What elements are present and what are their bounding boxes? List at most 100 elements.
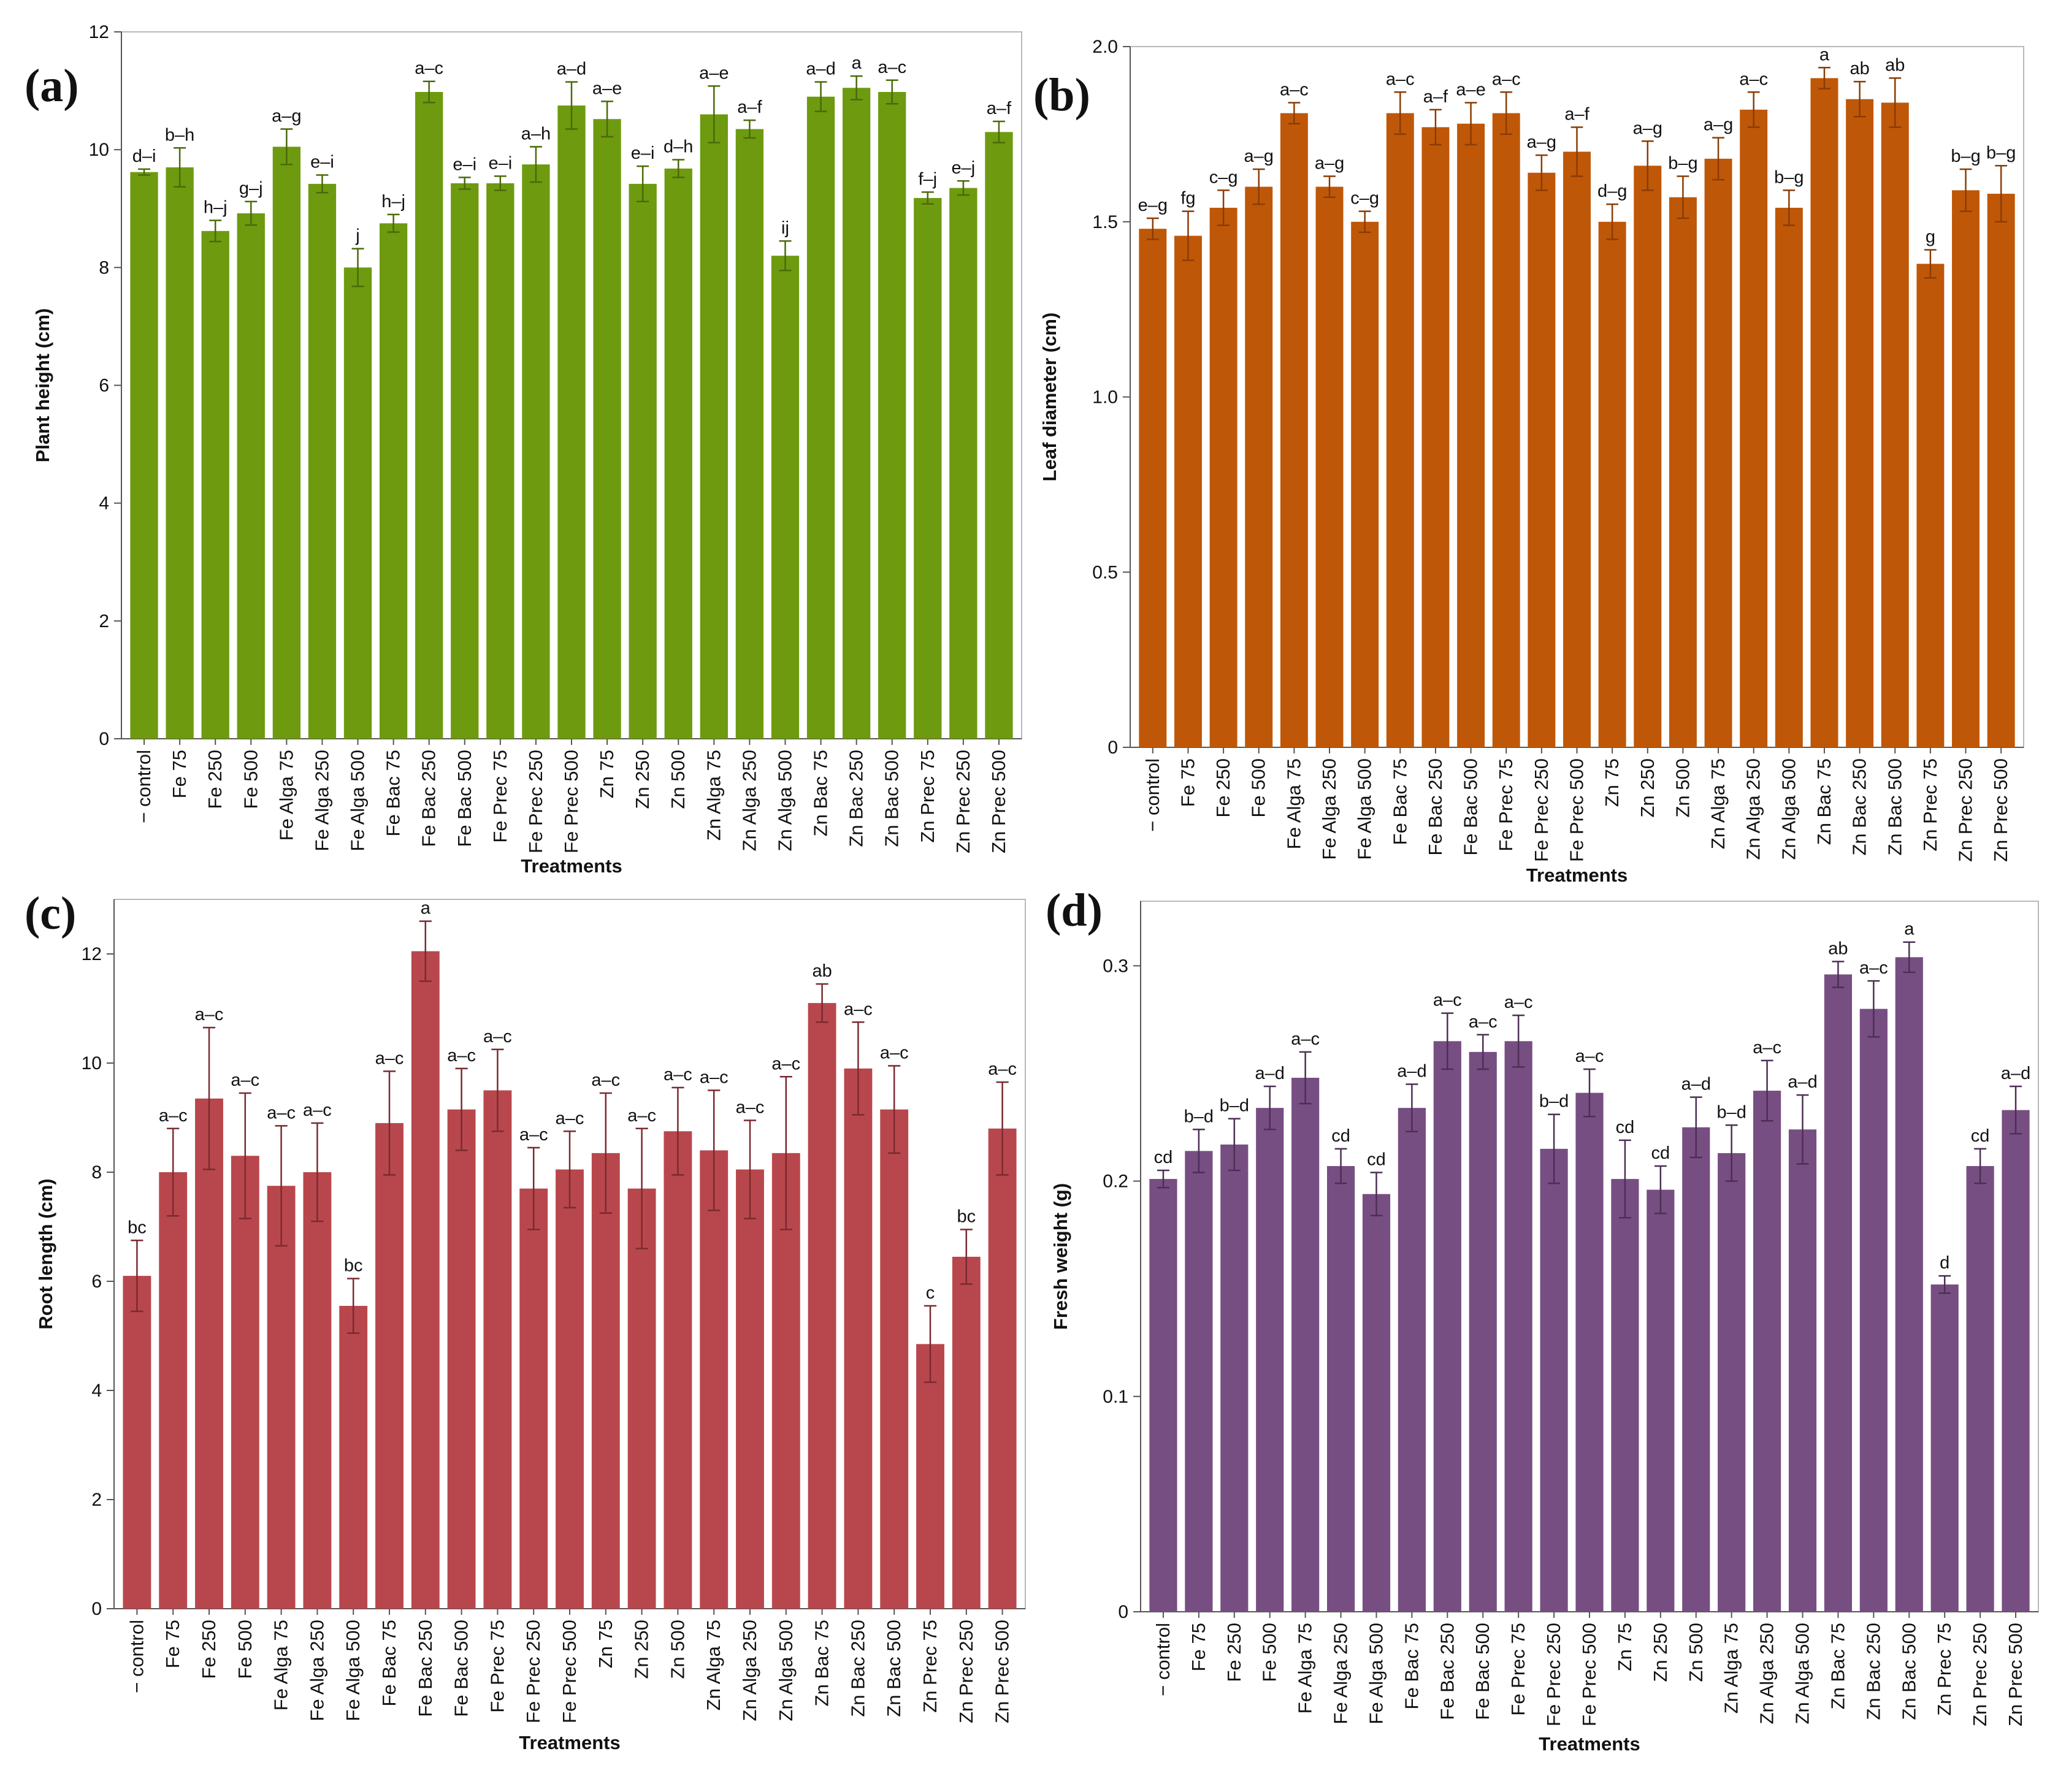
x-tick-label: Fe Prec 75 [489, 750, 511, 843]
y-tick-label: 12 [89, 22, 109, 42]
bar [700, 114, 728, 739]
significance-label: a–c [844, 999, 873, 1019]
x-tick-label: Zn Bac 250 [846, 750, 867, 847]
x-tick-label: Fe 500 [1248, 758, 1269, 818]
significance-label: ab [1828, 939, 1848, 958]
x-tick-label: Fe Alga 500 [342, 1620, 364, 1721]
significance-label: a–h [521, 124, 551, 143]
bar [1775, 207, 1803, 747]
significance-label: cd [1154, 1148, 1173, 1167]
x-axis-title: Treatments [519, 1732, 620, 1753]
bar [1881, 102, 1909, 748]
y-tick-label: 8 [99, 257, 109, 278]
x-tick-label: Zn Alga 75 [703, 1620, 724, 1710]
significance-label: a–c [1280, 80, 1309, 99]
bar [1421, 127, 1450, 747]
significance-label: a–c [1739, 69, 1768, 89]
y-tick-label: 6 [91, 1272, 102, 1292]
significance-label: b–d [1184, 1107, 1214, 1126]
bar [1966, 1165, 1994, 1612]
significance-label: cd [1331, 1126, 1350, 1146]
significance-label: a–f [987, 99, 1012, 118]
bar [1704, 158, 1732, 747]
significance-label: a [852, 53, 862, 73]
significance-label: g–j [239, 179, 263, 199]
x-tick-label: Fe Prec 250 [1531, 758, 1552, 862]
significance-label: cd [1367, 1150, 1386, 1170]
bar [130, 172, 158, 739]
x-tick-label: − control [133, 750, 155, 823]
significance-label: b–g [1774, 167, 1804, 187]
significance-label: ab [812, 961, 832, 981]
x-tick-label: Fe Alga 500 [347, 750, 369, 851]
significance-label: a–c [1492, 69, 1521, 89]
significance-label: f–j [918, 169, 937, 189]
bar [557, 105, 586, 739]
bar [735, 129, 764, 739]
x-tick-label: Fe Alga 250 [311, 750, 332, 851]
x-axis-title: Treatments [1539, 1733, 1640, 1755]
x-tick-label: Fe Bac 250 [418, 750, 440, 847]
x-tick-label: Zn 75 [1614, 1623, 1635, 1671]
bar [375, 1123, 404, 1609]
significance-label: e–i [310, 152, 334, 172]
bar [1575, 1092, 1604, 1612]
y-tick-label: 2 [99, 611, 109, 631]
x-tick-label: Zn 250 [1650, 1623, 1671, 1682]
bar [1859, 1008, 1888, 1612]
bar [1386, 113, 1414, 748]
significance-label: c [926, 1283, 935, 1303]
significance-label: a–f [1564, 104, 1589, 124]
x-tick-label: Zn Alga 75 [1707, 758, 1729, 849]
panel-label: (b) [1033, 69, 1090, 121]
y-tick-label: 0 [1118, 1602, 1128, 1622]
x-axis-title: Treatments [521, 855, 622, 877]
significance-label: a–c [447, 1046, 476, 1066]
y-axis-title: Leaf diameter (cm) [1039, 313, 1060, 482]
significance-label: j [355, 226, 359, 246]
significance-label: e–i [631, 143, 655, 163]
bar [483, 1090, 512, 1609]
bar [522, 164, 550, 739]
x-axis-title: Treatments [1526, 864, 1628, 886]
significance-label: a–g [272, 107, 301, 126]
bar [166, 167, 194, 739]
x-tick-label: Fe Prec 500 [1566, 758, 1588, 862]
bar [411, 951, 440, 1609]
y-tick-label: 2 [91, 1490, 102, 1510]
significance-label: a–f [737, 97, 762, 117]
significance-label: a–g [1527, 132, 1556, 152]
significance-label: e–g [1138, 196, 1168, 215]
x-tick-label: Zn Bac 75 [811, 1620, 833, 1706]
significance-label: a–d [557, 59, 586, 79]
x-tick-label: Zn 250 [632, 750, 653, 809]
significance-label: a–c [519, 1125, 548, 1145]
x-tick-label: Fe 75 [162, 1620, 183, 1668]
bar [339, 1306, 368, 1609]
bar [1930, 1284, 1959, 1612]
significance-label: e–i [488, 153, 512, 173]
y-tick-label: 0 [91, 1599, 102, 1619]
significance-label: c–g [1209, 167, 1238, 187]
x-tick-label: − control [126, 1620, 147, 1693]
significance-label: ab [1850, 59, 1869, 78]
x-tick-label: Zn Bac 500 [1884, 758, 1905, 856]
bar [1398, 1108, 1426, 1612]
y-axis-title: Plant height (cm) [32, 308, 53, 462]
significance-label: d [1940, 1253, 1949, 1273]
significance-label: a–d [806, 59, 835, 79]
bar [1433, 1041, 1461, 1612]
significance-label: a–c [700, 1068, 729, 1088]
x-tick-label: − control [1142, 758, 1163, 832]
bar [237, 213, 265, 739]
significance-label: a [421, 899, 431, 918]
x-tick-label: Fe 75 [1177, 758, 1198, 807]
x-tick-label: Fe Bac 75 [1401, 1623, 1422, 1709]
y-tick-label: 6 [99, 376, 109, 396]
bar [1220, 1144, 1249, 1612]
significance-label: a–c [231, 1070, 259, 1090]
bar [267, 1186, 296, 1609]
bar [1469, 1051, 1497, 1612]
bar [1987, 194, 2015, 747]
